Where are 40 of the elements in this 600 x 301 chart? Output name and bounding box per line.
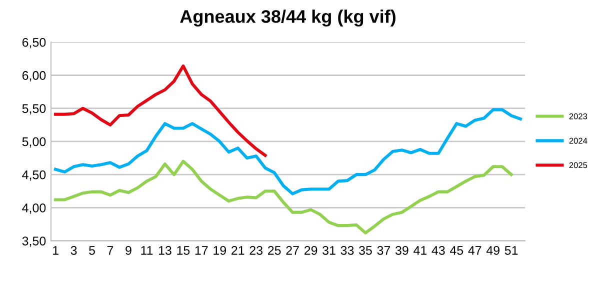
x-tick-label: 9 [126,246,132,255]
line-series [54,108,522,196]
x-tick-label: 25 [268,246,281,255]
x-tick-label: 13 [158,246,172,255]
line-series [54,64,267,157]
y-tick-label: 4,50 [22,170,46,181]
y-tick-label: 4,00 [22,203,46,214]
y-tick-label: 6,00 [22,71,46,82]
y-tick-label: 6,50 [22,38,46,48]
x-tick-label: 17 [195,246,208,255]
x-tick-label: 41 [414,246,427,255]
chart-title: Agneaux 38/44 kg (kg vif) [180,10,396,27]
y-tick-label: 3,50 [22,236,46,247]
y-tick-label: 5,50 [22,104,46,114]
x-tick-label: 43 [432,246,445,255]
x-tick-label: 35 [359,246,372,255]
x-tick-label: 23 [250,246,262,255]
x-tick-label: 33 [340,246,354,255]
x-tick-label: 49 [486,246,500,255]
x-tick-label: 15 [177,246,190,255]
legend-label: 2024 [569,138,588,144]
x-tick-label: 29 [304,246,318,255]
x-tick-label: 19 [214,246,226,255]
x-tick-label: 21 [232,246,244,255]
x-tick-label: 1 [53,246,58,255]
x-tick-label: 11 [141,246,153,255]
x-tick-label: 27 [286,246,299,255]
x-tick-label: 51 [504,246,518,255]
y-tick-label: 5,00 [22,137,46,148]
x-tick-label: 5 [89,246,95,255]
x-tick-label: 3 [70,246,77,255]
legend-label: 2025 [569,162,588,168]
x-tick-label: 47 [468,246,482,255]
legend-label: 2023 [569,113,588,120]
x-tick-label: 37 [377,246,390,255]
x-tick-label: 31 [322,246,336,255]
line-series [54,160,513,234]
x-tick-label: 7 [107,246,114,255]
x-tick-label: 39 [395,246,408,255]
x-tick-label: 45 [450,246,464,255]
